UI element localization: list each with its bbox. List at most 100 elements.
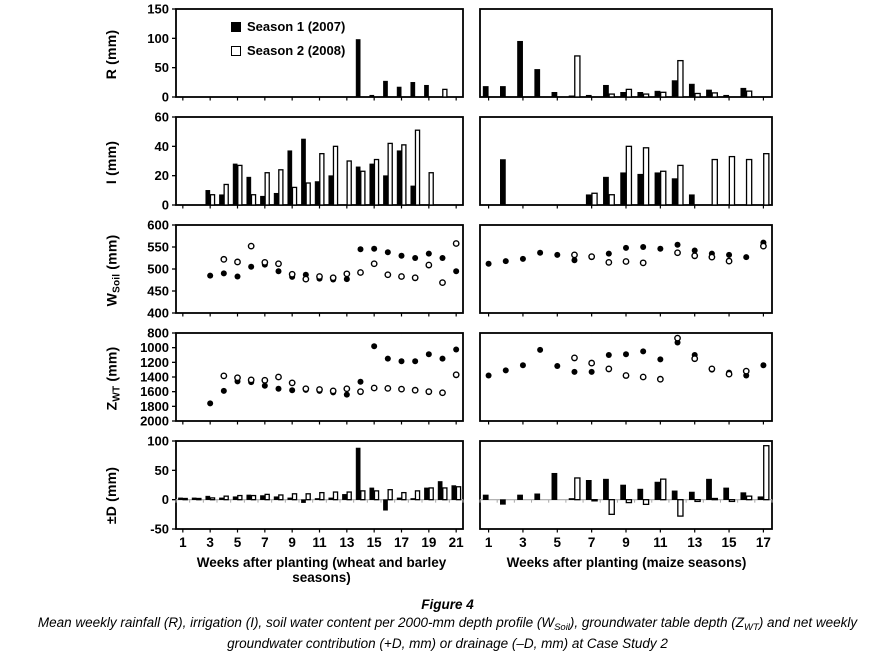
svg-text:15: 15 bbox=[367, 535, 383, 550]
svg-text:450: 450 bbox=[147, 284, 169, 299]
chart-soil-water-wheat: 400 450 500 550 600 bbox=[147, 218, 464, 321]
svg-text:500: 500 bbox=[147, 262, 169, 277]
svg-text:1800: 1800 bbox=[140, 399, 169, 414]
season2-marker-icon bbox=[231, 46, 241, 56]
svg-text:550: 550 bbox=[147, 240, 169, 255]
svg-text:1200: 1200 bbox=[140, 355, 169, 370]
axis-label-pre: ±D bbox=[103, 505, 120, 525]
chart-irrigation-maize bbox=[479, 116, 773, 209]
svg-text:17: 17 bbox=[394, 535, 409, 550]
x-axis-title-wheat: Weeks after planting (wheat and barley s… bbox=[196, 555, 447, 585]
svg-text:5: 5 bbox=[234, 535, 242, 550]
season1-marker-icon bbox=[231, 22, 241, 32]
svg-text:400: 400 bbox=[147, 306, 169, 321]
legend: Season 1 (2007) Season 2 (2008) bbox=[231, 15, 345, 63]
legend-season2-label: Season 2 (2008) bbox=[247, 43, 346, 58]
axis-label-pre: R bbox=[103, 68, 120, 79]
chart-water-table-maize bbox=[479, 332, 773, 425]
soil-water-axis-label: WSoil (mm) bbox=[100, 222, 126, 318]
axis-label-pre: W bbox=[103, 292, 120, 306]
svg-text:40: 40 bbox=[155, 139, 169, 154]
panel-rainfall-maize bbox=[477, 6, 776, 102]
figure-caption: Figure 4 Mean weekly rainfall (R), irrig… bbox=[0, 597, 895, 653]
chart-soil-water-maize bbox=[479, 224, 773, 317]
svg-text:3: 3 bbox=[519, 535, 527, 550]
svg-text:50: 50 bbox=[155, 463, 169, 478]
x-axis-title-maize: Weeks after planting (maize seasons) bbox=[506, 555, 747, 570]
panel-drainage-maize: 1 3 5 7 9 11 13 15 17 bbox=[477, 438, 776, 553]
rainfall-axis-label: R (mm) bbox=[100, 6, 126, 102]
chart-drainage-maize: 1 3 5 7 9 11 13 15 17 bbox=[479, 440, 773, 550]
svg-text:11: 11 bbox=[312, 535, 327, 550]
panel-water-table-wheat: 800 1000 1200 1400 1600 1800 2000 bbox=[126, 326, 467, 429]
svg-text:15: 15 bbox=[722, 535, 738, 550]
axis-label-post: (mm) bbox=[103, 140, 120, 180]
row-rainfall: R (mm) 0 50 100 150 Season 1 (2007) Season … bbox=[100, 2, 895, 105]
svg-text:13: 13 bbox=[687, 535, 703, 550]
svg-text:0: 0 bbox=[162, 198, 169, 213]
chart-rainfall-maize bbox=[479, 8, 773, 101]
svg-text:600: 600 bbox=[147, 218, 169, 233]
row-irrigation: I (mm) 0 20 40 60 bbox=[100, 110, 895, 213]
axis-label-sub: WT bbox=[111, 385, 123, 402]
svg-text:100: 100 bbox=[147, 434, 169, 449]
row-soil-water: WSoil (mm) 400 450 500 550 600 bbox=[100, 218, 895, 321]
panel-soil-water-maize bbox=[477, 222, 776, 318]
svg-text:9: 9 bbox=[288, 535, 296, 550]
caption-subscript: Soil bbox=[554, 622, 570, 633]
axis-label-post: (mm) bbox=[103, 234, 120, 274]
caption-segment: ), groundwater table depth (Z bbox=[569, 615, 745, 630]
svg-text:150: 150 bbox=[147, 2, 169, 17]
svg-text:1: 1 bbox=[179, 535, 187, 550]
svg-text:20: 20 bbox=[155, 168, 169, 183]
row-water-table: ZWT (mm) 800 1000 1200 1400 1600 1800 2000 bbox=[100, 326, 895, 429]
svg-text:2000: 2000 bbox=[140, 414, 169, 429]
svg-text:9: 9 bbox=[622, 535, 630, 550]
svg-text:17: 17 bbox=[756, 535, 771, 550]
x-axis-titles: Weeks after planting (wheat and barley s… bbox=[126, 555, 895, 585]
panel-rainfall-wheat: 0 50 100 150 Season 1 (2007) Season 2 (2008… bbox=[126, 2, 467, 105]
legend-season1: Season 1 (2007) bbox=[231, 15, 345, 39]
axis-label-pre: Z bbox=[103, 401, 120, 410]
axis-label-sub: Soil bbox=[111, 273, 123, 293]
svg-text:1600: 1600 bbox=[140, 384, 169, 399]
svg-text:0: 0 bbox=[162, 90, 169, 105]
chart-irrigation-wheat: 0 20 40 60 bbox=[155, 110, 464, 213]
panel-water-table-maize bbox=[477, 330, 776, 426]
svg-text:800: 800 bbox=[147, 326, 169, 341]
svg-text:7: 7 bbox=[588, 535, 596, 550]
svg-text:19: 19 bbox=[421, 535, 436, 550]
svg-text:-50: -50 bbox=[150, 522, 169, 537]
caption-subscript: WT bbox=[744, 622, 759, 633]
water-table-axis-label: ZWT (mm) bbox=[100, 330, 126, 426]
legend-season1-label: Season 1 (2007) bbox=[247, 19, 346, 34]
svg-text:1400: 1400 bbox=[140, 370, 169, 385]
panel-irrigation-maize bbox=[477, 114, 776, 210]
panel-irrigation-wheat: 0 20 40 60 bbox=[126, 110, 467, 213]
caption-title: Figure 4 bbox=[421, 597, 474, 612]
axis-label-post: (mm) bbox=[103, 29, 120, 69]
svg-text:7: 7 bbox=[261, 535, 269, 550]
svg-text:50: 50 bbox=[155, 60, 169, 75]
caption-text: Mean weekly rainfall (R), irrigation (I)… bbox=[6, 614, 890, 653]
svg-text:3: 3 bbox=[206, 535, 214, 550]
panel-drainage-wheat: -50 0 50 100 1 3 5 7 9 11 13 15 17 19 21 bbox=[126, 434, 467, 553]
svg-text:21: 21 bbox=[449, 535, 465, 550]
svg-text:60: 60 bbox=[155, 110, 169, 125]
irrigation-axis-label: I (mm) bbox=[100, 114, 126, 210]
svg-text:0: 0 bbox=[162, 492, 169, 507]
svg-text:1000: 1000 bbox=[140, 340, 169, 355]
svg-text:13: 13 bbox=[339, 535, 355, 550]
svg-text:11: 11 bbox=[653, 535, 668, 550]
svg-text:1: 1 bbox=[485, 535, 493, 550]
axis-label-pre: I bbox=[103, 179, 120, 184]
drainage-axis-label: ±D (mm) bbox=[100, 438, 126, 553]
caption-segment: Mean weekly rainfall (R), irrigation (I)… bbox=[37, 615, 555, 630]
panel-soil-water-wheat: 400 450 500 550 600 bbox=[126, 218, 467, 321]
chart-rainfall-wheat: 0 50 100 150 bbox=[147, 2, 464, 105]
axis-label-post: (mm) bbox=[103, 466, 120, 506]
svg-text:5: 5 bbox=[554, 535, 562, 550]
